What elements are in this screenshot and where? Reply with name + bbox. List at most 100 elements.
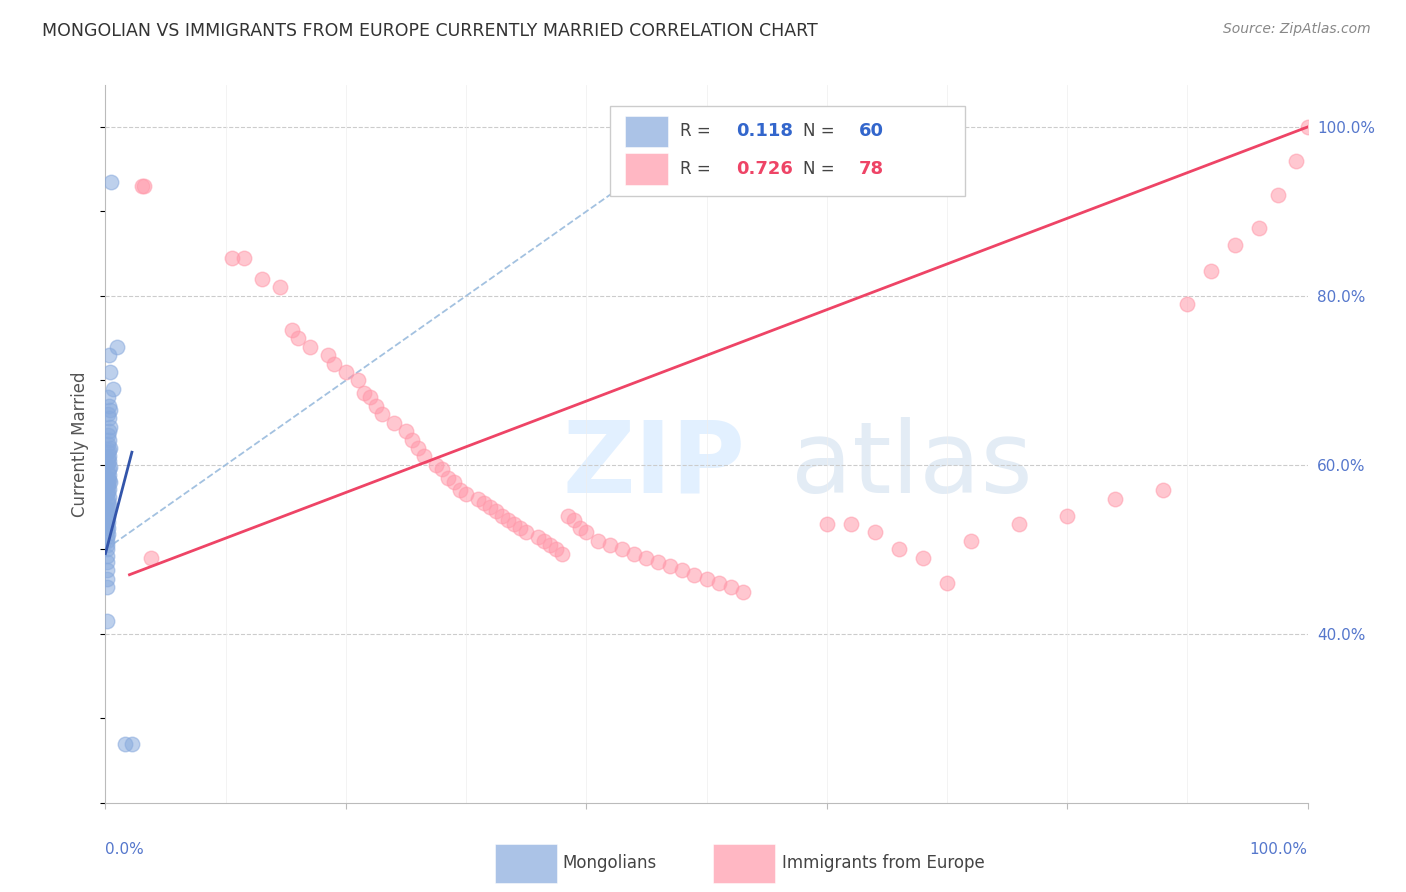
Text: atlas: atlas — [790, 417, 1032, 514]
Point — [96, 507, 118, 521]
Point — [96, 549, 118, 563]
Point — [97, 510, 120, 524]
Point — [1284, 153, 1306, 168]
Point — [98, 433, 121, 447]
Point — [98, 475, 121, 489]
Point — [491, 508, 513, 523]
Point — [720, 581, 742, 595]
Point — [281, 323, 304, 337]
Point — [382, 416, 405, 430]
Point — [575, 525, 598, 540]
Point — [527, 530, 550, 544]
Point — [98, 499, 121, 513]
Point — [599, 538, 621, 552]
Point — [696, 572, 718, 586]
Point — [97, 521, 120, 535]
Point — [98, 365, 121, 379]
Point — [1201, 263, 1223, 277]
Point — [960, 533, 983, 548]
Point — [546, 542, 568, 557]
Point — [1249, 221, 1271, 235]
Point — [322, 357, 344, 371]
Point — [503, 516, 526, 531]
Point — [97, 516, 120, 530]
Point — [936, 576, 959, 591]
FancyBboxPatch shape — [624, 153, 668, 185]
Point — [287, 331, 309, 345]
Point — [401, 433, 423, 447]
Point — [671, 564, 693, 578]
Point — [1296, 120, 1319, 134]
Point — [101, 382, 124, 396]
Text: Source: ZipAtlas.com: Source: ZipAtlas.com — [1223, 22, 1371, 37]
Point — [97, 501, 120, 516]
Point — [107, 340, 129, 354]
Text: MONGOLIAN VS IMMIGRANTS FROM EUROPE CURRENTLY MARRIED CORRELATION CHART: MONGOLIAN VS IMMIGRANTS FROM EUROPE CURR… — [42, 22, 818, 40]
Point — [569, 521, 592, 535]
Point — [97, 493, 120, 508]
Text: ZIP: ZIP — [562, 417, 745, 514]
Point — [98, 490, 121, 504]
Point — [98, 453, 121, 467]
Point — [485, 504, 508, 518]
Point — [98, 411, 121, 425]
Point — [1225, 238, 1247, 252]
Point — [557, 508, 579, 523]
Point — [97, 465, 120, 479]
Point — [707, 576, 730, 591]
FancyBboxPatch shape — [610, 106, 965, 196]
Point — [269, 280, 291, 294]
Point — [298, 340, 321, 354]
Text: 0.0%: 0.0% — [105, 842, 145, 857]
Text: 0.726: 0.726 — [737, 160, 793, 178]
Point — [96, 530, 118, 544]
Point — [132, 179, 155, 194]
Text: 78: 78 — [859, 160, 884, 178]
Point — [98, 459, 121, 474]
Point — [911, 550, 934, 565]
Point — [250, 272, 273, 286]
Point — [221, 251, 243, 265]
Point — [96, 524, 118, 538]
Text: 60: 60 — [859, 122, 884, 140]
Point — [96, 487, 118, 501]
Point — [509, 521, 531, 535]
Text: R =: R = — [681, 122, 716, 140]
Point — [347, 373, 370, 387]
FancyBboxPatch shape — [624, 116, 668, 147]
Point — [96, 581, 118, 595]
Point — [443, 475, 465, 489]
Text: 0.118: 0.118 — [737, 122, 793, 140]
Point — [98, 462, 121, 476]
Point — [479, 500, 502, 515]
Point — [232, 251, 254, 265]
Point — [887, 542, 910, 557]
Text: N =: N = — [803, 160, 839, 178]
Point — [98, 442, 121, 457]
Point — [588, 533, 610, 548]
Point — [97, 479, 120, 493]
Point — [1152, 483, 1174, 498]
Point — [425, 458, 447, 472]
Point — [683, 567, 706, 582]
Point — [815, 516, 838, 531]
Point — [121, 737, 143, 751]
Point — [96, 564, 118, 578]
Point — [96, 504, 118, 518]
Point — [551, 547, 574, 561]
Point — [97, 390, 120, 404]
Text: Mongolians: Mongolians — [562, 854, 657, 871]
Point — [98, 420, 121, 434]
Point — [364, 399, 387, 413]
Point — [413, 450, 436, 464]
Text: R =: R = — [681, 160, 716, 178]
Point — [1008, 516, 1031, 531]
Point — [533, 533, 555, 548]
Text: 100.0%: 100.0% — [1250, 842, 1308, 857]
Point — [98, 468, 121, 483]
Point — [96, 518, 118, 533]
Point — [515, 525, 537, 540]
Point — [395, 424, 418, 438]
Point — [449, 483, 471, 498]
Point — [316, 348, 339, 362]
